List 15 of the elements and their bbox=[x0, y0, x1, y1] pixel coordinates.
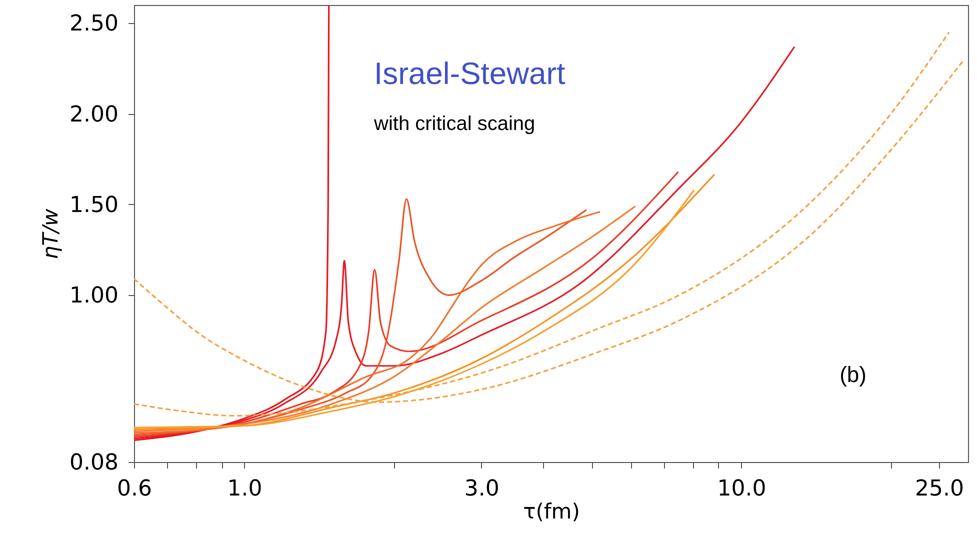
x-tick-label: 0.6 bbox=[117, 476, 152, 502]
annotation: with critical scaing bbox=[373, 113, 536, 135]
y-tick-label: 0.08 bbox=[70, 450, 118, 476]
x-tick-label: 1.0 bbox=[227, 476, 262, 502]
y-tick-label: 2.00 bbox=[70, 102, 118, 128]
annotation: Israel-Stewart bbox=[374, 56, 566, 91]
x-tick-label: 10.0 bbox=[717, 476, 766, 502]
x-tick-label: 25.0 bbox=[914, 476, 964, 502]
x-tick-label: 3.0 bbox=[464, 476, 500, 502]
y-tick-label: 1.00 bbox=[70, 284, 118, 309]
y-axis-title: ηT/w bbox=[38, 208, 63, 260]
y-tick-label: 2.50 bbox=[70, 12, 118, 37]
y-tick-label: 1.50 bbox=[70, 192, 118, 218]
x-axis-title: τ(fm) bbox=[523, 500, 580, 524]
annotation: (b) bbox=[840, 362, 866, 387]
